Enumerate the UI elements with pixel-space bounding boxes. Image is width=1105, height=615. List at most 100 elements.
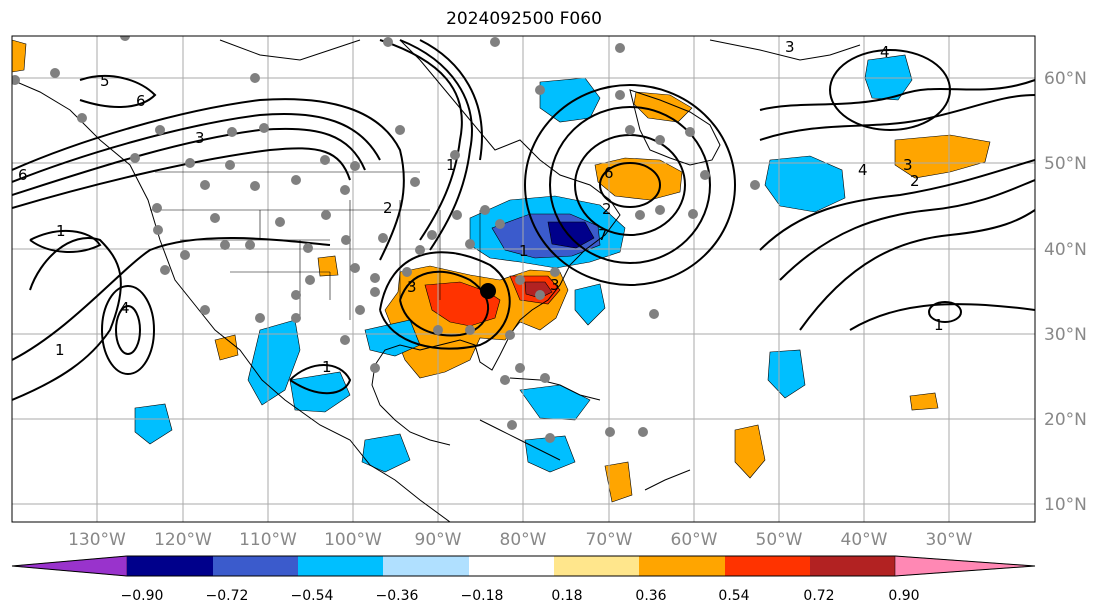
colorbar-tick: −0.90: [121, 588, 164, 604]
contour-atl-mid-2: [779, 179, 1035, 281]
colorbar: −0.90 −0.72 −0.54 −0.36 −0.18 0.18 0.36 …: [11, 555, 1036, 604]
contour-bc: [79, 74, 157, 108]
colorbar-segment: [11, 555, 128, 577]
contour-label: 1: [519, 242, 529, 260]
lon-label: 30°W: [926, 530, 973, 550]
negative-anomaly-atlantic: [764, 155, 846, 213]
colorbar-tick: 0.18: [551, 588, 582, 604]
contour-label: 1: [56, 222, 66, 240]
negative-anomaly-caribbean-2: [519, 384, 591, 421]
chart-title: 2024092500 F060: [446, 9, 602, 29]
map-frame: [11, 35, 1036, 523]
colorbar-segment: [213, 556, 298, 576]
contour-label: 2: [602, 200, 612, 218]
colorbar-tick: −0.18: [461, 588, 504, 604]
colorbar-segment: [554, 556, 639, 576]
colorbar-segment: [298, 556, 383, 576]
contour-label: 6: [18, 166, 28, 184]
lon-label: 80°W: [500, 530, 547, 550]
positive-anomaly-plains: [317, 255, 339, 277]
contour-ridge-2: [399, 39, 473, 251]
lon-label: 120°W: [154, 530, 212, 550]
contour-label: 2: [383, 199, 393, 217]
colorbar-tick: −0.72: [206, 588, 249, 604]
contour-atl-north: [759, 79, 1035, 111]
contour-label: 1: [934, 316, 944, 334]
storm-center-marker: [480, 283, 496, 299]
colorbar-segment: [127, 556, 213, 576]
contour-ridge-3: [419, 39, 483, 161]
contour-label: 5: [100, 72, 110, 90]
contour-label: 1: [55, 341, 65, 359]
negative-anomaly-ne-max: [547, 221, 595, 249]
colorbar-tick: 0.54: [718, 588, 749, 604]
negative-anomaly-south-america: [524, 435, 576, 473]
longitude-labels: 130°W 120°W 110°W 100°W 90°W 80°W 70°W 6…: [68, 530, 973, 550]
lat-label: 60°N: [1044, 69, 1087, 89]
contours: [12, 39, 1035, 401]
contour-jet-2: [12, 112, 381, 183]
colorbar-tick: 0.36: [635, 588, 666, 604]
positive-anomaly-pacific-nw: [12, 39, 27, 73]
contour-atl-mid: [759, 159, 1035, 251]
colorbar-segment: [810, 556, 895, 576]
contour-label: 3: [195, 129, 205, 147]
contour-sub-closed: [928, 301, 962, 323]
colorbar-outline: [11, 555, 1036, 577]
colorbar-segment: [725, 556, 810, 576]
contour-atl-mid-3: [799, 209, 1035, 331]
colorbar-segment: [894, 555, 1036, 577]
negative-anomaly-tropics: [767, 349, 806, 399]
latitude-labels: 60°N 50°N 40°N 30°N 20°N 10°N: [1044, 69, 1087, 515]
positive-anomaly-caribbean-s: [604, 461, 633, 503]
lat-label: 20°N: [1044, 410, 1087, 430]
contour-ridge-1: [379, 39, 463, 241]
contour-jet-3: [12, 127, 366, 196]
contour-atl-north-2: [759, 94, 1035, 141]
contour-atl-low-3: [524, 84, 736, 286]
contour-west-closed-1: [101, 285, 155, 375]
contour-label: 3: [550, 276, 560, 294]
contour-pac: [29, 229, 102, 253]
colorbar-tick: 0.90: [888, 588, 919, 604]
colorbar-segment: [383, 556, 469, 576]
contour-west-low: [12, 237, 122, 401]
negative-anomaly-east-pacific: [134, 403, 173, 445]
colorbar-tick: −0.36: [376, 588, 419, 604]
contour-label: 4: [858, 161, 868, 179]
contour-label: 3: [903, 156, 913, 174]
contour-ne-high: [829, 49, 951, 131]
lat-label: 10°N: [1044, 495, 1087, 515]
lat-label: 40°N: [1044, 240, 1087, 260]
contour-label: 7: [598, 226, 608, 244]
contour-gulf-2: [379, 251, 511, 350]
colorbar-tick: −0.54: [291, 588, 334, 604]
lon-label: 50°W: [756, 530, 803, 550]
contour-label: 6: [604, 164, 614, 182]
contour-label: 3: [785, 38, 795, 56]
contour-atl-low-4: [599, 162, 661, 208]
positive-anomaly-atl-e: [909, 392, 939, 411]
state-borders: [150, 171, 481, 320]
positive-anomaly-tropical-atl: [734, 424, 766, 479]
contour-jet-4: [12, 147, 351, 209]
lon-label: 40°W: [841, 530, 888, 550]
observation-dots: [12, 36, 760, 443]
max-anomaly-se: [524, 281, 553, 299]
contour-label: 4: [880, 43, 890, 61]
contour-gulf: [399, 270, 490, 337]
contour-label: 1: [322, 358, 332, 376]
contour-atl-low-2: [549, 106, 711, 264]
lon-label: 130°W: [68, 530, 126, 550]
positive-anomaly-atlantic: [894, 134, 991, 179]
contour-label: 3: [407, 278, 417, 296]
contour-jet-1: [12, 98, 405, 261]
contour-west-closed-2: [115, 305, 141, 355]
contour-label: 6: [136, 92, 146, 110]
lon-label: 90°W: [415, 530, 462, 550]
lon-label: 100°W: [324, 530, 382, 550]
colorbar-segment: [469, 556, 554, 576]
negative-anomaly-central-am: [361, 433, 411, 473]
contour-label: 2: [910, 172, 920, 190]
